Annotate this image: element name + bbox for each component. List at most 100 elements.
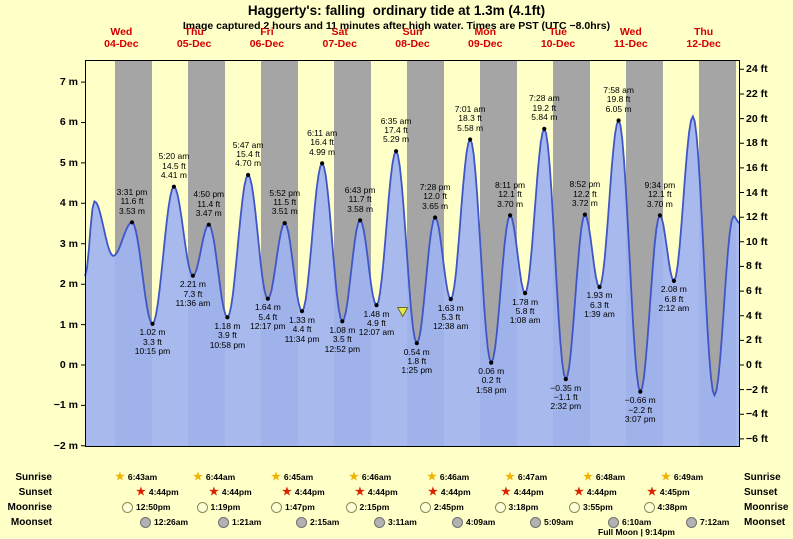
astro-time: 6:45am xyxy=(283,472,314,482)
day-label: Sat 07-Dec xyxy=(310,26,370,50)
astro-entry: 1:47pm xyxy=(271,501,315,513)
y-axis-label-m: −2 m xyxy=(53,439,78,452)
annotation-line: 6.8 ft xyxy=(664,293,684,304)
y-axis-label-m: 0 m xyxy=(59,359,78,371)
sunrise-star-icon: ★ xyxy=(583,470,593,483)
day-label: Thu 12-Dec xyxy=(674,26,734,50)
annotation-line: 5:47 am xyxy=(232,139,264,150)
high-tide-annotation: 9:34 pm 12.1 ft 3.70 m xyxy=(635,180,685,209)
low-tide-annotation: 0.54 m 1.8 ft 1:25 pm xyxy=(392,346,442,376)
astro-time: 1:21am xyxy=(232,517,262,527)
chart-subtitle: Image captured 2 hours and 11 minutes af… xyxy=(182,20,611,32)
high-tide-dot xyxy=(358,218,363,223)
annotation-line: 18.3 ft xyxy=(458,113,482,124)
annotation-line: 6.05 m xyxy=(605,103,632,114)
day-label: Mon 09-Dec xyxy=(455,26,515,50)
astro-entry: ★ 6:45am xyxy=(271,471,313,483)
annotation-line: 12.1 ft xyxy=(648,189,672,200)
annotation-line: 1.78 m xyxy=(512,296,539,307)
low-tide-annotation: 1.93 m 6.3 ft 1:39 am xyxy=(574,291,624,320)
day-label: Wed 04-Dec xyxy=(91,26,151,50)
annotation-line: 11.5 ft xyxy=(273,197,297,208)
moonset-icon xyxy=(296,516,307,528)
annotation-line: 3.3 ft xyxy=(143,336,162,347)
annotation-line: 1.18 m xyxy=(214,320,241,331)
astro-time: 4:44pm xyxy=(294,487,325,497)
annotation-line: 5:52 pm xyxy=(269,187,301,198)
day-weekday: Thu xyxy=(184,26,204,38)
sunset-star-icon: ★ xyxy=(282,485,292,498)
sunrise-star-icon: ★ xyxy=(193,470,203,483)
sunset-star-icon: ★ xyxy=(428,485,438,498)
astro-entry: 3:18pm xyxy=(494,501,539,513)
astro-entry: 2:15am xyxy=(296,516,339,528)
high-tide-dot xyxy=(171,184,176,189)
moonrise-icon xyxy=(196,501,208,513)
high-tide-dot xyxy=(129,220,135,225)
low-tide-dot xyxy=(225,315,230,320)
day-weekday: Wed xyxy=(619,26,642,38)
astro-entry: 3:11am xyxy=(374,516,417,528)
moonrise-icon xyxy=(494,501,506,513)
sunset-star-icon: ★ xyxy=(574,485,584,498)
astro-time: 4:44pm xyxy=(440,487,471,497)
astro-time: 6:46am xyxy=(439,472,470,482)
axis-ticks xyxy=(81,68,744,447)
annotation-line: 3.65 m xyxy=(422,200,449,211)
annotation-line: 6:43 pm xyxy=(344,184,376,195)
annotation-line: 2:12 am xyxy=(658,303,690,314)
y-axis-label-m: 5 m xyxy=(59,156,78,169)
sunrise-star-icon: ★ xyxy=(661,470,671,483)
moonset-icon xyxy=(686,516,697,528)
astro-row-label-left: Moonrise xyxy=(7,502,52,513)
current-level-marker-icon xyxy=(396,307,409,318)
annotation-line: 11:36 am xyxy=(175,297,211,308)
astro-entry: 4:09am xyxy=(452,516,495,528)
high-tide-dot xyxy=(542,126,547,131)
day-label: Thu 05-Dec xyxy=(164,26,224,50)
low-tide-annotation: 2.08 m 6.8 ft 2:12 am xyxy=(649,285,699,314)
day-date: 07-Dec xyxy=(322,37,357,50)
high-tide-annotation: 7:28 am 19.2 ft 5.84 m xyxy=(519,94,569,123)
astro-entry: ★ 6:47am xyxy=(505,471,547,483)
astro-entry: 4:38pm xyxy=(643,501,687,513)
astro-time: 3:11am xyxy=(388,517,417,527)
y-axis-label-m: 4 m xyxy=(59,197,78,210)
moonrise-icon xyxy=(643,501,655,513)
sunrise-star-icon: ★ xyxy=(349,470,359,483)
low-tide-dot xyxy=(563,377,568,382)
astro-entry: 1:19pm xyxy=(196,501,240,513)
high-tide-annotation: 6:43 pm 11.7 ft 3.58 m xyxy=(335,184,385,214)
astro-time: 4:44pm xyxy=(367,487,398,497)
astro-time: 4:44pm xyxy=(586,487,617,497)
low-tide-dot xyxy=(340,319,345,324)
sunset-star-icon: ★ xyxy=(647,485,657,498)
day-label: Tue 10-Dec xyxy=(528,26,588,50)
annotation-line: 0.54 m xyxy=(403,346,430,357)
day-label: Wed 11-Dec xyxy=(601,26,661,50)
high-tide-annotation: 8:11 pm 12.1 ft 3.70 m xyxy=(485,180,535,209)
day-weekday: Sat xyxy=(331,26,348,38)
astro-entry: ★ 6:43am xyxy=(115,471,157,483)
day-date: 04-Dec xyxy=(104,37,139,50)
annotation-line: 4.4 ft xyxy=(292,324,312,335)
high-tide-dot xyxy=(616,118,621,123)
y-axis-label-ft: 0 ft xyxy=(746,359,762,371)
astro-time: 3:18pm xyxy=(508,502,539,512)
sunrise-star-icon: ★ xyxy=(427,470,437,483)
annotation-line: 12.2 ft xyxy=(573,188,597,199)
low-tide-annotation: 1.33 m 4.4 ft 11:34 pm xyxy=(277,314,327,344)
day-weekday: Sun xyxy=(402,26,423,38)
astro-time: 6:49am xyxy=(673,472,704,482)
annotation-line: 5.84 m xyxy=(531,112,558,123)
sunset-star-icon: ★ xyxy=(209,485,219,498)
annotation-line: 12:38 am xyxy=(433,321,469,332)
astro-row-label-left: Moonset xyxy=(10,517,52,528)
annotation-line: 1.33 m xyxy=(289,314,316,325)
annotation-line: 2:32 pm xyxy=(550,401,582,412)
annotation-line: 11.6 ft xyxy=(120,196,144,207)
annotation-line: 10:15 pm xyxy=(134,346,171,357)
annotation-line: 4.41 m xyxy=(160,170,187,181)
y-axis-label-m: −1 m xyxy=(53,399,78,412)
